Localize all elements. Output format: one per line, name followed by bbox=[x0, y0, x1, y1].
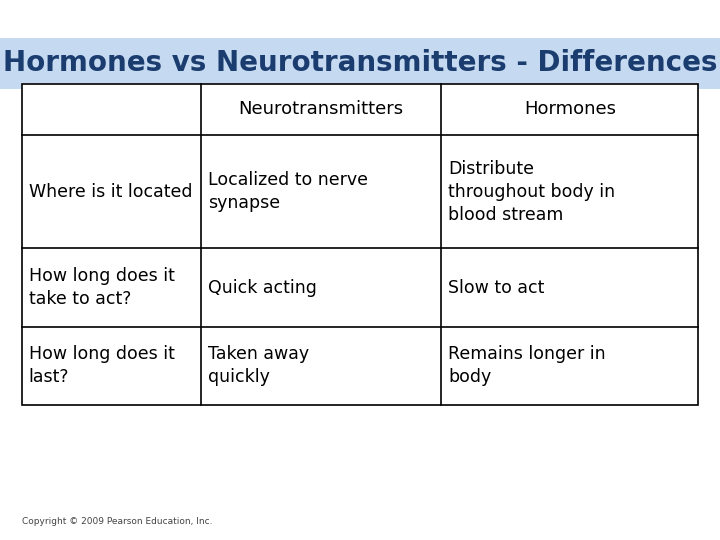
Text: Localized to nerve
synapse: Localized to nerve synapse bbox=[208, 171, 368, 212]
Bar bbox=[0, 38, 720, 89]
Text: How long does it
last?: How long does it last? bbox=[29, 346, 175, 386]
Bar bbox=[22, 84, 698, 405]
Text: Taken away
quickly: Taken away quickly bbox=[208, 346, 310, 386]
Text: Quick acting: Quick acting bbox=[208, 279, 317, 296]
Text: Slow to act: Slow to act bbox=[449, 279, 545, 296]
Text: Hormones: Hormones bbox=[524, 100, 616, 118]
Text: Distribute
throughout body in
blood stream: Distribute throughout body in blood stre… bbox=[449, 160, 616, 224]
Text: Where is it located: Where is it located bbox=[29, 183, 192, 201]
Text: How long does it
take to act?: How long does it take to act? bbox=[29, 267, 175, 308]
Text: Copyright © 2009 Pearson Education, Inc.: Copyright © 2009 Pearson Education, Inc. bbox=[22, 517, 212, 526]
Text: Remains longer in
body: Remains longer in body bbox=[449, 346, 606, 386]
Text: Neurotransmitters: Neurotransmitters bbox=[238, 100, 404, 118]
Text: Hormones vs Neurotransmitters - Differences: Hormones vs Neurotransmitters - Differen… bbox=[3, 50, 717, 77]
